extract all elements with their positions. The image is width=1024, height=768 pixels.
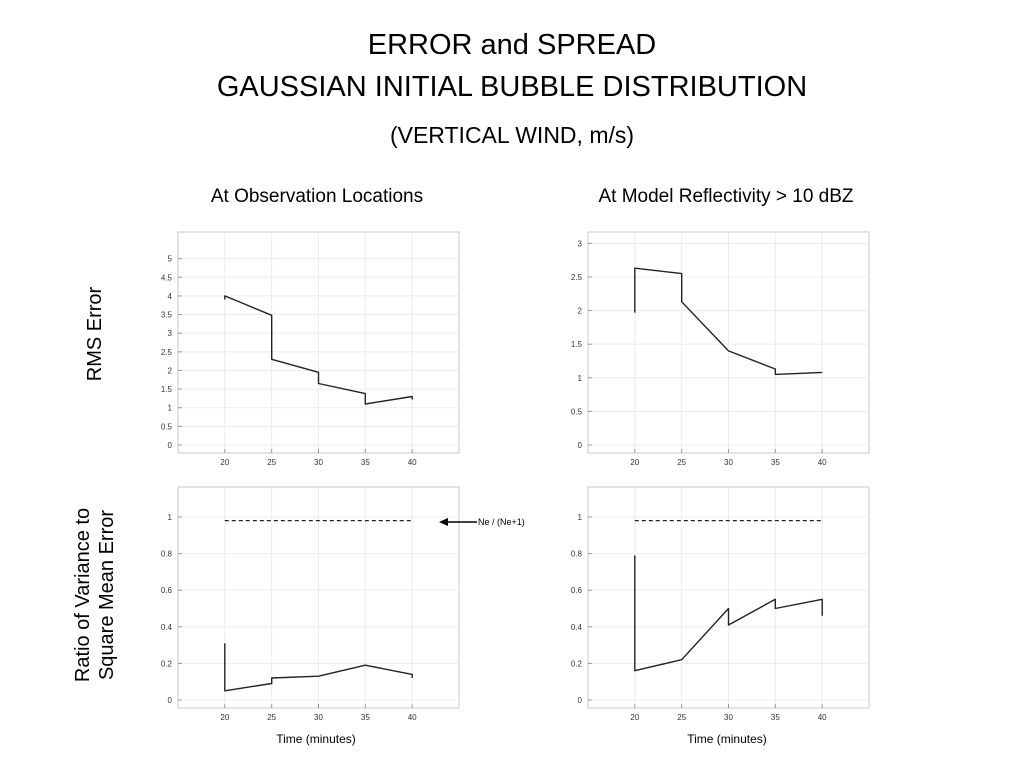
ratio_refl-xtick-label: 40: [818, 713, 827, 722]
rms_obs-xtick-label: 35: [361, 458, 370, 467]
rms_refl-ytick-label: 1: [578, 374, 583, 383]
rms_obs-ytick-label: 5: [168, 255, 173, 264]
rms_obs-ytick-label: 0.5: [161, 422, 173, 431]
ratio_obs-ytick-label: 0.6: [161, 586, 173, 595]
rms_refl-ytick-label: 0.5: [571, 407, 583, 416]
rms_obs-series-line: [224, 295, 413, 405]
ratio_refl-ytick-label: 0.4: [571, 623, 583, 632]
rms_obs-ytick-label: 3.5: [161, 311, 173, 320]
subtitle: (VERTICAL WIND, m/s): [389, 122, 635, 148]
rms_obs-ytick-label: 2: [168, 366, 173, 375]
ratio_obs-xtick-label: 35: [361, 713, 370, 722]
ratio_refl-series-line: [634, 555, 823, 672]
rms_obs-xtick-label: 25: [267, 458, 276, 467]
rms_obs-xtick-label: 20: [220, 458, 229, 467]
rms_obs-xtick-label: 40: [408, 458, 417, 467]
rms_obs-ytick-label: 1.5: [161, 385, 173, 394]
rms_obs-ytick-label: 3: [168, 329, 173, 338]
rms_refl-ytick-label: 1.5: [571, 340, 583, 349]
column-heading-observation: At Observation Locations: [210, 186, 424, 207]
rms_refl-ytick-label: 2.5: [571, 273, 583, 282]
ratio_refl-ytick-label: 1: [578, 513, 583, 522]
annotation-arrow-icon: [439, 518, 477, 526]
ratio_obs-ytick-label: 0.4: [161, 623, 173, 632]
rms_refl-xtick-label: 35: [771, 458, 780, 467]
ratio_obs-ytick-label: 0.8: [161, 550, 173, 559]
ratio_obs-ytick-label: 0: [168, 696, 173, 705]
ratio_obs-ytick-label: 0.2: [161, 659, 173, 668]
rms_obs-ytick-label: 2.5: [161, 348, 173, 357]
ratio_refl-ytick-label: 0: [578, 696, 583, 705]
ratio_refl-ytick-label: 0.8: [571, 550, 583, 559]
ratio_obs-xtick-label: 20: [220, 713, 229, 722]
rms_obs-xtick-label: 30: [314, 458, 323, 467]
rms_refl-xtick-label: 40: [818, 458, 827, 467]
rms_obs-ytick-label: 1: [168, 404, 173, 413]
rms_refl-xtick-label: 25: [677, 458, 686, 467]
ratio_obs-series-line: [224, 643, 413, 692]
rms_obs-ytick-label: 4: [168, 292, 173, 301]
ratio_refl-ytick-label: 0.2: [571, 659, 583, 668]
rms_refl-xtick-label: 30: [724, 458, 733, 467]
ratio_refl-xtick-label: 30: [724, 713, 733, 722]
rms_refl-ytick-label: 2: [578, 307, 583, 316]
ratio_refl-xtick-label: 35: [771, 713, 780, 722]
column-heading-reflectivity: At Model Reflectivity > 10 dBZ: [598, 186, 854, 207]
ratio_refl-xtick-label: 25: [677, 713, 686, 722]
rms_refl-series-line: [634, 267, 823, 376]
ratio_obs-xtick-label: 40: [408, 713, 417, 722]
rms_obs-ytick-label: 4.5: [161, 273, 173, 282]
rms_refl-ytick-label: 3: [578, 239, 583, 248]
ratio_obs-ytick-label: 1: [168, 513, 173, 522]
rms_obs-ytick-label: 0: [168, 441, 173, 450]
rms_refl-xtick-label: 20: [630, 458, 639, 467]
ratio_refl-ytick-label: 0.6: [571, 586, 583, 595]
ratio_obs-xtick-label: 25: [267, 713, 276, 722]
x-axis-label-right: Time (minutes): [687, 732, 767, 746]
title-line-1: ERROR and SPREAD: [367, 29, 657, 61]
title-line-2: GAUSSIAN INITIAL BUBBLE DISTRIBUTION: [216, 71, 808, 103]
rms_refl-ytick-label: 0: [578, 441, 583, 450]
ratio_obs-xtick-label: 30: [314, 713, 323, 722]
ratio_refl-xtick-label: 20: [630, 713, 639, 722]
annotation-ne-ratio: Ne / (Ne+1): [478, 517, 525, 527]
x-axis-label-left: Time (minutes): [276, 732, 356, 746]
